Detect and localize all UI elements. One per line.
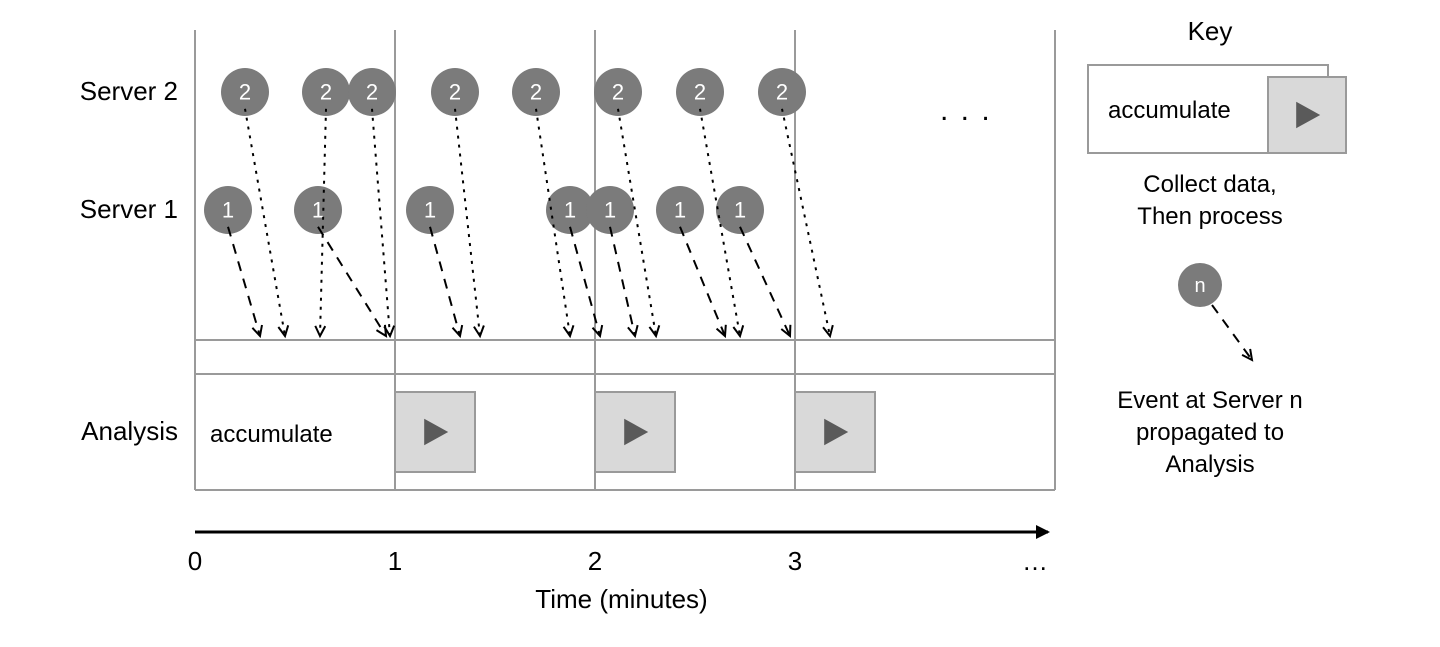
axis-label: Time (minutes) <box>535 584 707 614</box>
event-circle-label: 1 <box>604 198 616 223</box>
event-arrow-server1 <box>318 227 386 336</box>
event-circle-label: 2 <box>449 80 461 105</box>
tick-label: 0 <box>188 546 202 576</box>
event-arrow-server2 <box>455 109 480 336</box>
event-circle-label: 2 <box>694 80 706 105</box>
key-title: Key <box>1188 16 1233 46</box>
key-accumulate-label: accumulate <box>1108 97 1231 124</box>
event-circle-label: 1 <box>734 198 746 223</box>
event-circle-label: 2 <box>776 80 788 105</box>
event-timeline-diagram: Server 2 Server 1 Analysis 2 2 2 2 2 2 2 2 1 1 1 1 1 1 1.… <box>0 0 1440 642</box>
key-event-desc-line: propagated to <box>1136 419 1284 446</box>
event-arrow-server2 <box>782 109 830 336</box>
row-label-server1: Server 1 <box>80 194 178 224</box>
tick-label: 1 <box>388 546 402 576</box>
event-circle-label: 2 <box>530 80 542 105</box>
event-arrow-server1 <box>680 227 725 336</box>
event-circle-label: 2 <box>239 80 251 105</box>
tick-label: 2 <box>588 546 602 576</box>
event-circle-label: 1 <box>564 198 576 223</box>
event-arrow-server1 <box>228 227 260 336</box>
key-event-desc-line: Analysis <box>1165 451 1254 478</box>
event-arrow-server1 <box>610 227 635 336</box>
event-circle-label: 2 <box>612 80 624 105</box>
events-ellipsis: . . . <box>940 94 992 127</box>
event-arrow-server1 <box>430 227 460 336</box>
tick-label-ellipsis: … <box>1022 546 1048 576</box>
accumulate-label: accumulate <box>210 421 333 448</box>
tick-label: 3 <box>788 546 802 576</box>
key-event-circle-label: n <box>1194 275 1205 297</box>
key-event-desc-line: Event at Server n <box>1117 387 1302 414</box>
event-circle-label: 1 <box>674 198 686 223</box>
key-desc-line1: Collect data, <box>1143 171 1276 198</box>
event-arrow-server2 <box>372 109 390 336</box>
event-circle-label: 1 <box>424 198 436 223</box>
event-circle-label: 1 <box>222 198 234 223</box>
event-circle-label: 2 <box>320 80 332 105</box>
key-desc-line2: Then process <box>1137 203 1282 230</box>
event-arrow-server1 <box>740 227 790 336</box>
row-label-server2: Server 2 <box>80 76 178 106</box>
event-circle-label: 2 <box>366 80 378 105</box>
key-event-arrow <box>1212 305 1252 360</box>
row-label-analysis: Analysis <box>81 416 178 446</box>
